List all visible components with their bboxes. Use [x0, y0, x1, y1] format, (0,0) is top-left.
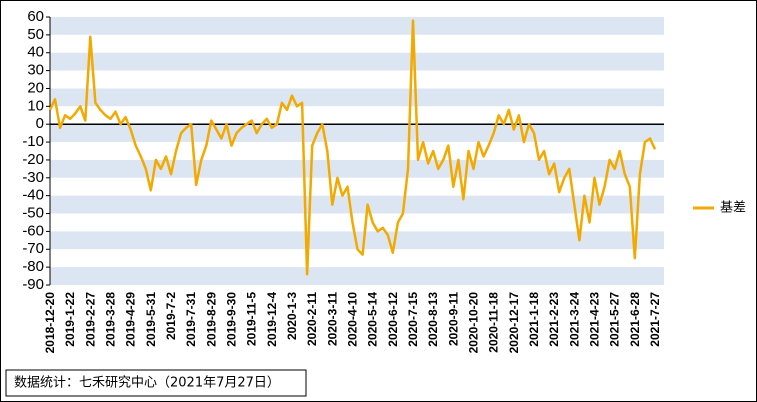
x-tick-label: 2019-7-2	[164, 292, 178, 340]
grid-band	[50, 267, 664, 285]
source-note: 数据统计：七禾研究中心（2021年7月27日）	[14, 376, 280, 391]
grid-band	[50, 88, 664, 107]
x-tick: 2020-2-11	[305, 292, 319, 346]
y-tick-label: -70	[22, 240, 44, 257]
x-tick: 2021-1-18	[527, 292, 541, 347]
grid-band	[50, 17, 664, 35]
x-tick-label: 2020-7-15	[406, 292, 420, 347]
y-tick-label: 30	[27, 62, 44, 79]
x-tick-label: 2021-4-23	[588, 292, 602, 347]
legend-label: 基差	[720, 201, 746, 216]
x-tick: 2019-9-30	[225, 292, 239, 347]
x-tick-label: 2021-3-24	[567, 292, 581, 347]
x-tick: 2018-12-20	[43, 292, 57, 354]
x-tick-label: 2019-5-31	[144, 292, 158, 347]
x-tick-label: 2019-11-5	[245, 292, 259, 346]
grid-band	[50, 52, 664, 71]
x-tick: 2021-4-23	[588, 292, 602, 347]
x-tick-label: 2021-1-18	[527, 292, 541, 347]
source-box	[5, 369, 307, 397]
y-tick-label: 20	[27, 79, 44, 96]
x-tick: 2020-8-13	[426, 292, 440, 347]
x-tick: 2019-7-2	[164, 292, 178, 340]
y-tick-label: -60	[22, 222, 44, 239]
grid-band	[50, 213, 664, 232]
x-tick: 2020-9-11	[446, 292, 460, 346]
y-tick-label: -40	[22, 187, 44, 204]
y-tick-label: 60	[27, 8, 44, 25]
grid-band	[50, 159, 664, 178]
series-line	[48, 19, 657, 276]
x-tick-label: 2020-6-12	[386, 292, 400, 347]
x-tick: 2020-12-17	[507, 292, 521, 354]
x-tick-label: 2021-6-28	[628, 292, 642, 347]
x-tick-label: 2019-12-4	[265, 292, 279, 347]
grid-band	[50, 249, 664, 268]
grid-band	[50, 34, 664, 53]
x-tick: 2021-2-23	[547, 292, 561, 347]
x-tick: 2020-5-14	[366, 292, 380, 347]
y-tick-label: 0	[36, 115, 44, 132]
x-tick: 2019-3-28	[104, 292, 118, 347]
x-tick: 2021-6-28	[628, 292, 642, 347]
x-tick: 2019-1-22	[63, 292, 77, 347]
x-tick: 2019-12-4	[265, 292, 279, 347]
x-tick: 2019-7-31	[184, 292, 198, 347]
x-tick: 2020-10-20	[467, 292, 481, 354]
y-tick-label: 10	[27, 97, 44, 114]
y-tick-label: -10	[22, 133, 44, 150]
x-tick-label: 2019-1-22	[63, 292, 77, 347]
y-tick-label: -20	[22, 151, 44, 168]
x-tick-label: 2021-5-27	[608, 292, 622, 347]
x-tick: 2020-7-15	[406, 292, 420, 347]
y-tick-label: -80	[22, 258, 44, 275]
grid-band	[50, 195, 664, 214]
x-tick: 2019-11-5	[245, 292, 259, 346]
x-tick-label: 2020-5-14	[366, 292, 380, 347]
x-tick: 2020-3-11	[325, 292, 339, 346]
x-tick: 2019-8-29	[204, 292, 218, 347]
x-tick-label: 2020-11-18	[487, 292, 501, 353]
y-tick-label: 40	[27, 44, 44, 61]
x-tick-label: 2020-8-13	[426, 292, 440, 347]
x-tick-label: 2020-10-20	[467, 292, 481, 354]
x-tick-label: 2019-8-29	[204, 292, 218, 347]
x-tick: 2019-5-31	[144, 292, 158, 347]
x-tick: 2021-7-27	[648, 292, 662, 347]
x-tick: 2020-11-18	[487, 292, 501, 353]
x-tick: 2019-4-29	[124, 292, 138, 347]
x-tick-label: 2020-12-17	[507, 292, 521, 354]
x-tick-label: 2018-12-20	[43, 292, 57, 354]
y-tick-label: -90	[22, 276, 44, 293]
x-tick: 2020-1-3	[285, 292, 299, 340]
y-tick-label: -30	[22, 169, 44, 186]
y-tick-label: -50	[22, 205, 44, 222]
x-tick-label: 2019-4-29	[124, 292, 138, 347]
x-tick-label: 2020-3-11	[325, 292, 339, 346]
x-tick-label: 2021-2-23	[547, 292, 561, 347]
x-tick-label: 2019-3-28	[104, 292, 118, 347]
grid-band	[50, 177, 664, 196]
x-tick-label: 2020-1-3	[285, 292, 299, 340]
x-tick-label: 2021-7-27	[648, 292, 662, 347]
x-tick-label: 2020-2-11	[305, 292, 319, 346]
x-tick: 2021-3-24	[567, 292, 581, 347]
x-tick: 2019-2-27	[83, 292, 97, 347]
x-tick: 2020-6-12	[386, 292, 400, 347]
x-tick-label: 2020-4-10	[346, 292, 360, 347]
x-tick: 2020-4-10	[346, 292, 360, 347]
y-tick-label: 50	[27, 26, 44, 43]
grid-band	[50, 124, 664, 143]
x-tick-label: 2020-9-11	[446, 292, 460, 346]
x-tick-label: 2019-2-27	[83, 292, 97, 347]
grid-band	[50, 106, 664, 125]
grid-band	[50, 70, 664, 89]
x-tick-label: 2019-7-31	[184, 292, 198, 347]
x-tick: 2021-5-27	[608, 292, 622, 347]
x-tick-label: 2019-9-30	[225, 292, 239, 347]
